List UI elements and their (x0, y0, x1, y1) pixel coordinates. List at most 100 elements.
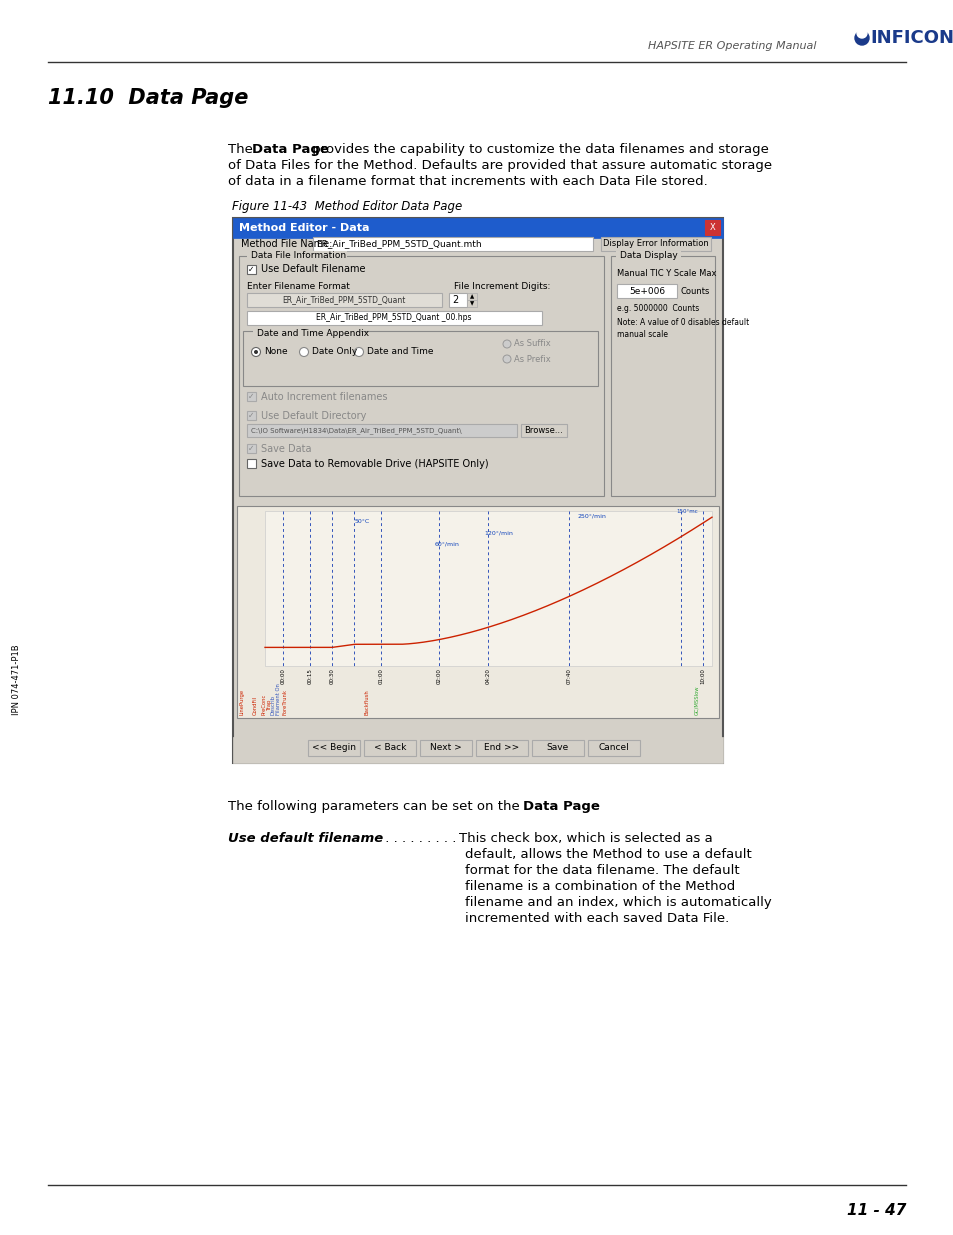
Text: ✓: ✓ (248, 266, 254, 274)
Text: Figure 11-43  Method Editor Data Page: Figure 11-43 Method Editor Data Page (232, 200, 462, 212)
Bar (239, 256, 603, 496)
Text: Date Only: Date Only (312, 347, 356, 357)
Text: As Prefix: As Prefix (514, 354, 550, 363)
Text: HAPSITE ER Operating Manual: HAPSITE ER Operating Manual (647, 41, 816, 51)
Bar (265, 511, 711, 666)
Bar (247, 424, 517, 437)
Text: Filament On: Filament On (276, 683, 281, 715)
Bar (236, 506, 719, 718)
Text: e.g. 5000000  Counts: e.g. 5000000 Counts (617, 304, 699, 312)
Circle shape (355, 347, 363, 357)
Bar (247, 311, 541, 325)
Bar (308, 740, 359, 756)
Bar (616, 251, 680, 261)
Text: ER_Air_TriBed_PPM_5STD_Quant.mth: ER_Air_TriBed_PPM_5STD_Quant.mth (315, 240, 481, 248)
Text: Save Data to Removable Drive (HAPSITE Only): Save Data to Removable Drive (HAPSITE On… (261, 459, 488, 469)
Text: 07:40: 07:40 (566, 668, 571, 684)
Text: format for the data filename. The default: format for the data filename. The defaul… (464, 864, 739, 877)
Text: filename and an index, which is automatically: filename and an index, which is automati… (464, 897, 771, 909)
Text: Method Editor - Data: Method Editor - Data (239, 224, 369, 233)
Text: provides the capability to customize the data filenames and storage: provides the capability to customize the… (308, 143, 768, 156)
Text: End >>: End >> (484, 743, 519, 752)
Text: ▼: ▼ (470, 301, 474, 306)
Text: C:\IO Software\H1834\Data\ER_Air_TriBed_PPM_5STD_Quant\: C:\IO Software\H1834\Data\ER_Air_TriBed_… (251, 427, 461, 433)
Bar (313, 237, 593, 251)
Bar (243, 331, 598, 387)
Bar (233, 737, 722, 763)
Text: Display Error Information: Display Error Information (602, 240, 708, 248)
Circle shape (299, 347, 308, 357)
Text: GC/MSSlow: GC/MSSlow (694, 685, 699, 715)
Text: incremented with each saved Data File.: incremented with each saved Data File. (464, 911, 728, 925)
Text: 02:00: 02:00 (436, 668, 441, 684)
Text: 50°C: 50°C (354, 520, 369, 525)
Text: Data File Information: Data File Information (251, 252, 346, 261)
Bar (600, 237, 710, 251)
Text: << Begin: << Begin (312, 743, 355, 752)
Text: 00:30: 00:30 (329, 668, 335, 684)
Text: 01:00: 01:00 (378, 668, 383, 684)
Text: 11.10  Data Page: 11.10 Data Page (48, 88, 248, 107)
Circle shape (854, 31, 868, 44)
Bar (704, 220, 720, 235)
Text: 04:20: 04:20 (485, 668, 491, 684)
Bar (587, 740, 639, 756)
Circle shape (253, 350, 257, 354)
Text: Use Default Directory: Use Default Directory (261, 411, 366, 421)
Text: Describ: Describ (271, 695, 275, 715)
Text: Data Display: Data Display (619, 252, 677, 261)
Text: PreConc
Trap: PreConc Trap (261, 694, 273, 715)
Text: ▲: ▲ (470, 294, 474, 299)
Bar (233, 219, 722, 763)
Text: 00:00: 00:00 (280, 668, 285, 684)
Text: 5e+006: 5e+006 (628, 287, 664, 295)
Text: ✓: ✓ (248, 391, 254, 401)
Text: IPN 074-471-P1B: IPN 074-471-P1B (12, 645, 22, 715)
Bar (247, 391, 255, 401)
Bar (532, 740, 583, 756)
Text: :: : (583, 800, 588, 813)
Text: Note: A value of 0 disables default
manual scale: Note: A value of 0 disables default manu… (617, 317, 748, 338)
Text: LinePurge: LinePurge (239, 689, 244, 715)
Text: Data Page: Data Page (252, 143, 329, 156)
Text: ✓: ✓ (248, 445, 254, 453)
Circle shape (856, 28, 866, 38)
Text: 120°/min: 120°/min (483, 530, 513, 535)
Text: Backflush: Backflush (364, 689, 369, 715)
Bar (247, 459, 255, 468)
Text: The following parameters can be set on the: The following parameters can be set on t… (228, 800, 523, 813)
Bar (247, 251, 347, 261)
Bar (610, 256, 714, 496)
Text: Use default filename: Use default filename (228, 832, 383, 845)
Text: . . . . . . . . . . .: . . . . . . . . . . . (380, 832, 473, 845)
Text: Manual TIC Y Scale Max: Manual TIC Y Scale Max (617, 269, 716, 278)
Bar (419, 740, 472, 756)
Text: Data Page: Data Page (522, 800, 599, 813)
Bar (476, 740, 527, 756)
Text: Enter Filename Format: Enter Filename Format (247, 282, 350, 291)
Text: Next >: Next > (430, 743, 461, 752)
Bar (247, 411, 255, 420)
Bar (364, 740, 416, 756)
Bar (247, 445, 255, 453)
Text: 250°/min: 250°/min (578, 514, 606, 519)
Text: Use Default Filename: Use Default Filename (261, 264, 365, 274)
Circle shape (502, 340, 511, 348)
Text: Counts: Counts (680, 287, 710, 295)
Bar (520, 424, 566, 437)
Text: Method File Name:: Method File Name: (241, 240, 332, 249)
Bar (247, 266, 255, 274)
Text: INFICON: INFICON (869, 28, 953, 47)
Text: 10:00: 10:00 (700, 668, 705, 684)
Text: default, allows the Method to use a default: default, allows the Method to use a defa… (464, 848, 751, 861)
Text: As Suffix: As Suffix (514, 340, 550, 348)
Text: Cancel: Cancel (598, 743, 629, 752)
Circle shape (252, 347, 260, 357)
Text: Auto Increment filenames: Auto Increment filenames (261, 391, 387, 403)
Bar (233, 219, 722, 238)
Text: This check box, which is selected as a: This check box, which is selected as a (458, 832, 712, 845)
Text: of Data Files for the Method. Defaults are provided that assure automatic storag: of Data Files for the Method. Defaults a… (228, 159, 771, 172)
Bar (467, 293, 476, 300)
Text: Date and Time Appendix: Date and Time Appendix (256, 329, 369, 337)
Text: X: X (709, 224, 715, 232)
